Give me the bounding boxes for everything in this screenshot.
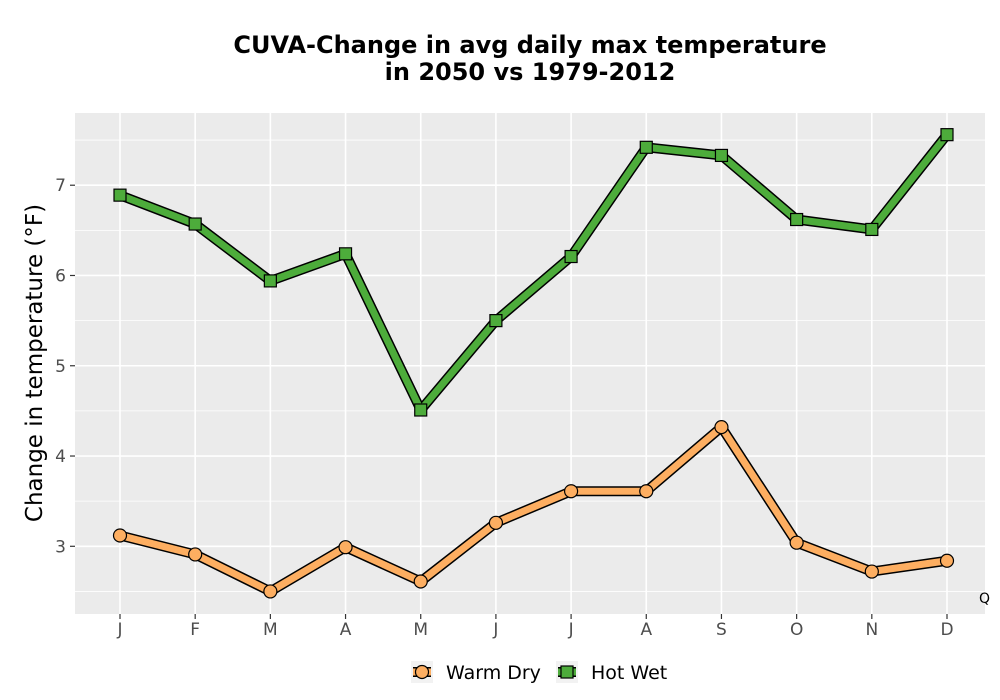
x-tick-label: M (413, 620, 428, 640)
x-tick-label: D (940, 620, 953, 640)
data-point-warm-dry (263, 584, 278, 599)
grid-lines (75, 113, 985, 614)
data-point-warm-dry (789, 535, 804, 550)
data-point-hot-wet (940, 128, 954, 142)
data-point-warm-dry (939, 553, 955, 568)
y-axis-label: Change in temperature (°F) (22, 204, 48, 522)
data-point-warm-dry (714, 420, 729, 435)
x-tick-label: J (492, 620, 498, 640)
data-point-hot-wet (489, 314, 503, 328)
y-tick-label: 3 (55, 537, 66, 557)
data-point-hot-wet (263, 274, 277, 288)
series-line-hot-wet (116, 131, 951, 414)
data-point-hot-wet (113, 188, 127, 202)
data-point-warm-dry (639, 484, 654, 499)
data-point-hot-wet (714, 148, 729, 163)
x-tick-label: F (190, 620, 200, 640)
x-tick-label: O (790, 620, 803, 640)
data-point-warm-dry (563, 484, 579, 499)
chart-title-line-2: in 2050 vs 1979-2012 (384, 58, 676, 86)
series-layer (112, 128, 955, 599)
x-tick-label: S (716, 620, 727, 640)
data-point-warm-dry (338, 540, 353, 555)
legend-label-warm-dry: Warm Dry (446, 662, 541, 684)
legend-label-hot-wet: Hot Wet (591, 662, 667, 684)
plot-panel-background (75, 113, 985, 614)
y-tick-label: 5 (55, 357, 66, 377)
data-point-warm-dry (488, 515, 504, 530)
legend: Warm Dry Hot Wet (411, 661, 667, 684)
data-point-hot-wet (414, 403, 428, 417)
data-point-warm-dry (112, 528, 128, 543)
x-tick-label: J (116, 620, 122, 640)
x-tick-label: A (340, 620, 352, 640)
data-point-hot-wet (639, 140, 653, 154)
series-line-warm-dry (116, 423, 951, 595)
data-point-warm-dry (413, 574, 428, 589)
x-tick-label: M (263, 620, 278, 640)
data-point-hot-wet (790, 212, 804, 227)
legend-marker-hot-wet (560, 665, 574, 679)
data-point-warm-dry (188, 547, 203, 562)
x-tick-label: A (640, 620, 652, 640)
data-point-hot-wet (338, 247, 353, 261)
data-point-hot-wet (564, 249, 578, 264)
axis-tick-labels: 3 4 5 6 7 J F M A M J J A S O N D (55, 176, 953, 640)
x-tick-label: N (865, 620, 878, 640)
data-point-hot-wet (865, 222, 879, 237)
caption-text: Q (979, 591, 990, 607)
legend-marker-warm-dry (414, 664, 430, 680)
y-tick-label: 6 (55, 266, 66, 286)
y-tick-label: 4 (55, 447, 66, 467)
y-tick-label: 7 (55, 176, 66, 196)
data-point-hot-wet (188, 217, 202, 231)
data-point-warm-dry (864, 564, 879, 579)
x-tick-label: J (568, 620, 574, 640)
chart-title-line-1: CUVA-Change in avg daily max temperature (233, 31, 827, 59)
